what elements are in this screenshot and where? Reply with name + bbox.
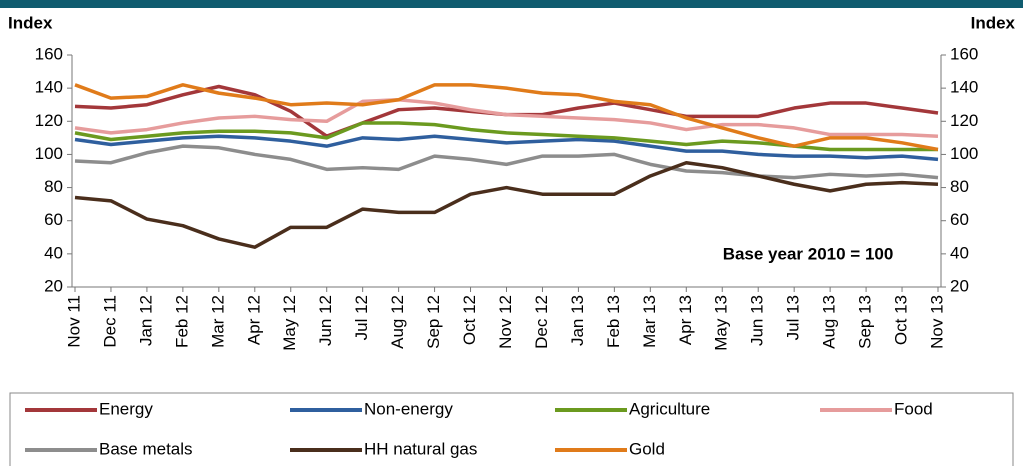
x-tick-label: Nov 11 [64,295,83,348]
y-tick-label: 120 [35,111,63,130]
y-tick-label: 100 [35,144,63,163]
y-tick-label: 20 [44,276,63,295]
y2-tick-label: 120 [950,111,978,130]
x-tick-label: Sep 13 [856,295,875,349]
series-line [74,134,939,162]
x-tick-label: Jan 13 [568,295,587,346]
x-tick-label: Nov 13 [927,295,946,349]
x-tick-label: May 12 [280,295,299,351]
x-tick-label: Oct 13 [892,295,911,345]
y-axis-label: Index [8,13,53,32]
x-tick-label: Sep 12 [424,295,443,349]
x-tick-label: Feb 12 [172,295,191,348]
x-tick-label: Nov 12 [496,295,515,349]
y2-tick-label: 40 [950,243,969,262]
x-tick-label: Mar 13 [640,295,659,348]
series-line [74,97,939,138]
series-line [74,160,939,249]
x-tick-label: Jul 12 [352,295,371,340]
x-tick-label: Jun 13 [748,295,767,346]
y2-tick-label: 20 [950,276,969,295]
series-line [74,83,939,152]
x-tick-label: Oct 12 [460,295,479,345]
y-tick-label: 160 [35,44,63,63]
annotation: Base year 2010 = 100 [723,244,894,263]
y2-tick-label: 160 [950,44,978,63]
y2-tick-label: 60 [950,210,969,229]
y-tick-label: 140 [35,78,63,97]
legend-label: Food [894,399,933,418]
legend-label: Base metals [99,439,193,458]
legend-label: Non-energy [364,399,453,418]
x-tick-label: Mar 12 [208,295,227,348]
y-tick-label: 40 [44,243,63,262]
x-tick-label: Aug 13 [820,295,839,349]
x-tick-label: Jul 13 [784,295,803,340]
y-tick-label: 80 [44,177,63,196]
x-tick-label: Apr 13 [676,295,695,345]
y2-axis-label: Index [971,13,1016,32]
x-tick-label: Feb 13 [604,295,623,348]
legend-box [9,392,1014,466]
x-tick-label: May 13 [712,295,731,351]
series-line [74,84,939,138]
legend-label: HH natural gas [364,439,477,458]
series-line [74,144,939,180]
x-tick-label: Dec 12 [532,295,551,349]
legend-label: Gold [629,439,665,458]
y-tick-label: 60 [44,210,63,229]
y2-tick-label: 140 [950,78,978,97]
x-tick-label: Aug 12 [388,295,407,349]
x-tick-label: Jan 12 [136,295,155,346]
y2-tick-label: 100 [950,144,978,163]
x-tick-label: Jun 12 [316,295,335,346]
y2-tick-label: 80 [950,177,969,196]
x-tick-label: Apr 12 [244,295,263,345]
legend-label: Energy [99,399,153,418]
x-tick-label: Dec 11 [100,295,119,348]
title-bar [0,0,1023,8]
legend-label: Agriculture [629,399,710,418]
